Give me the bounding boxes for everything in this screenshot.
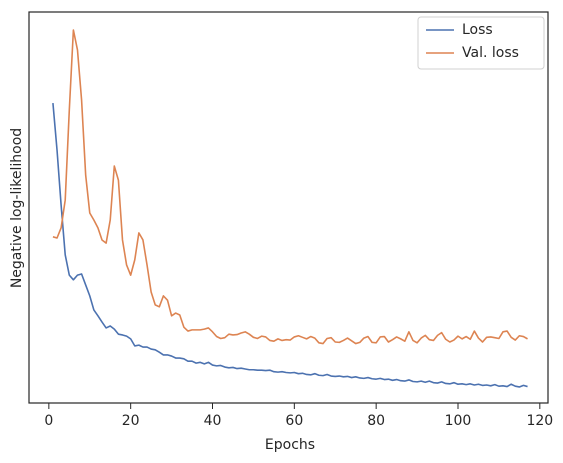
x-tick-label: 0: [44, 413, 53, 429]
line-series: [52, 103, 528, 388]
legend-label: Loss: [462, 22, 493, 38]
x-tick-label: 60: [285, 413, 303, 429]
x-tick-label: 20: [122, 413, 140, 429]
x-axis-label: Epochs: [265, 437, 315, 453]
y-axis-label: Negative log-likelihood: [9, 128, 25, 288]
plot-frame: [28, 11, 549, 404]
line-series: [52, 29, 528, 345]
x-tick-label: 40: [204, 413, 222, 429]
x-tick-label: 120: [526, 413, 553, 429]
x-tick-label: 100: [445, 413, 472, 429]
legend-label: Val. loss: [462, 45, 519, 61]
x-tick-label: 80: [367, 413, 385, 429]
